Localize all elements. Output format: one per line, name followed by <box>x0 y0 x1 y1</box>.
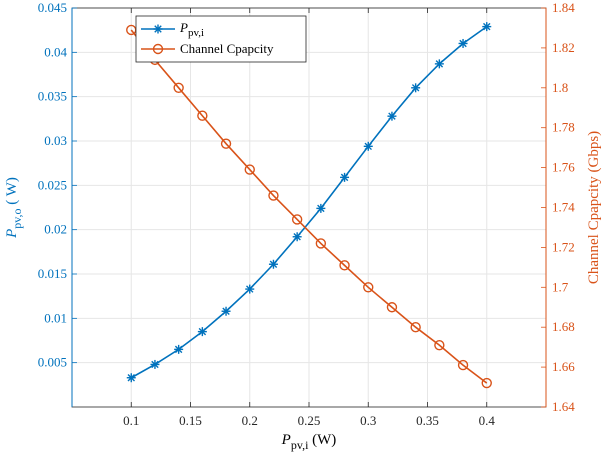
right-y-tick-label: 1.74 <box>552 200 575 215</box>
series-layer <box>126 22 492 389</box>
data-point-capacity <box>363 282 374 293</box>
data-point-capacity <box>268 190 279 201</box>
right-y-tick-label: 1.76 <box>552 160 575 175</box>
right-y-tick-label: 1.78 <box>552 120 575 135</box>
legend: Ppv,i Channel Cpapcity <box>135 15 307 63</box>
right-y-tick-label: 1.7 <box>552 279 569 294</box>
legend-label-ppvi-sub: pv,i <box>188 27 204 39</box>
data-point-ppvi <box>340 172 350 182</box>
data-point-ppvi <box>482 22 492 32</box>
data-point-capacity <box>197 110 208 121</box>
left-y-axis-label-unit: ( W) <box>4 177 20 208</box>
legend-box <box>135 15 307 63</box>
x-axis-ticks: 0.1 0.15 0.2 0.25 0.3 0.35 0.4 <box>123 8 495 428</box>
right-y-axis-label: Channel Cpapcity (Gbps) <box>586 131 602 284</box>
left-y-tick-label: 0.03 <box>44 133 67 148</box>
legend-label-ppvi-main: P <box>179 20 188 35</box>
series-ppvi-line <box>130 25 488 379</box>
right-y-tick-label: 1.8 <box>552 80 568 95</box>
data-point-capacity <box>339 260 350 271</box>
left-y-axis-label-main: P <box>4 229 20 239</box>
right-y-tick-label: 1.84 <box>552 0 575 15</box>
left-y-tick-label: 0.02 <box>44 222 67 237</box>
x-axis-label: Ppv,i (W) <box>281 432 337 452</box>
right-y-tick-label: 1.68 <box>552 319 575 334</box>
x-axis-label-main: P <box>281 432 291 448</box>
x-tick-label: 0.25 <box>298 413 321 428</box>
left-y-axis-ticks: 0.005 0.01 0.015 0.02 0.025 0.03 0.035 0.04 0.04… <box>38 0 77 407</box>
data-point-ppvi <box>221 306 231 316</box>
left-y-tick-label: 0.01 <box>44 310 67 325</box>
left-y-axis-label-sub: pv,o <box>10 208 24 228</box>
data-point-ppvi <box>458 38 468 48</box>
data-point-capacity <box>291 214 303 225</box>
data-point-capacity <box>481 377 492 389</box>
data-point-capacity <box>244 164 255 175</box>
data-point-capacity <box>173 82 184 94</box>
data-point-capacity <box>220 138 232 149</box>
x-tick-label: 0.35 <box>416 413 439 428</box>
x-axis-label-unit: (W) <box>308 432 336 448</box>
left-y-tick-label: 0.005 <box>38 355 67 370</box>
data-point-ppvi <box>434 59 444 69</box>
left-y-tick-label: 0.04 <box>44 44 67 59</box>
left-y-tick-label: 0.035 <box>38 89 67 104</box>
data-point-ppvi <box>150 359 160 369</box>
data-point-ppvi <box>126 373 136 383</box>
x-axis-label-sub: pv,i <box>291 438 309 452</box>
x-tick-label: 0.1 <box>123 413 139 428</box>
right-y-tick-label: 1.72 <box>552 239 575 254</box>
data-point-ppvi <box>268 259 278 269</box>
right-y-tick-label: 1.64 <box>552 399 575 414</box>
data-point-capacity <box>386 302 398 313</box>
data-point-ppvi <box>387 111 397 121</box>
legend-label-ppvi: Ppv,i <box>179 20 204 39</box>
right-y-tick-label: 1.82 <box>552 40 575 55</box>
legend-label-capacity: Channel Cpapcity <box>180 41 274 56</box>
data-point-ppvi <box>316 203 326 213</box>
data-point-capacity <box>457 359 469 371</box>
right-y-tick-label: 1.66 <box>552 359 575 374</box>
data-point-ppvi <box>197 327 207 337</box>
data-point-ppvi <box>411 83 421 93</box>
data-point-ppvi <box>245 284 255 294</box>
left-y-tick-label: 0.045 <box>38 0 67 15</box>
left-y-tick-label: 0.025 <box>38 177 67 192</box>
left-y-axis-label: Ppv,o ( W) <box>4 177 24 239</box>
x-tick-label: 0.4 <box>479 413 496 428</box>
data-point-capacity <box>410 322 421 333</box>
legend-circle-marker <box>152 43 164 55</box>
data-point-ppvi <box>363 141 373 151</box>
data-point-ppvi <box>292 232 302 242</box>
right-y-axis-ticks: 1.64 1.66 1.68 1.7 1.72 1.74 1.76 1.78 1.8 1.82 1.… <box>541 0 575 414</box>
series-capacity-line <box>130 29 488 384</box>
x-tick-label: 0.3 <box>360 413 376 428</box>
data-point-ppvi <box>174 344 184 354</box>
legend-asterisk-marker <box>153 24 163 34</box>
x-tick-label: 0.2 <box>242 413 258 428</box>
data-point-capacity <box>434 339 445 351</box>
x-tick-label: 0.15 <box>179 413 202 428</box>
legend-asterisk-glyph <box>153 24 163 34</box>
data-point-capacity <box>315 238 327 249</box>
left-y-tick-label: 0.015 <box>38 266 67 281</box>
grid-lines <box>72 7 546 407</box>
